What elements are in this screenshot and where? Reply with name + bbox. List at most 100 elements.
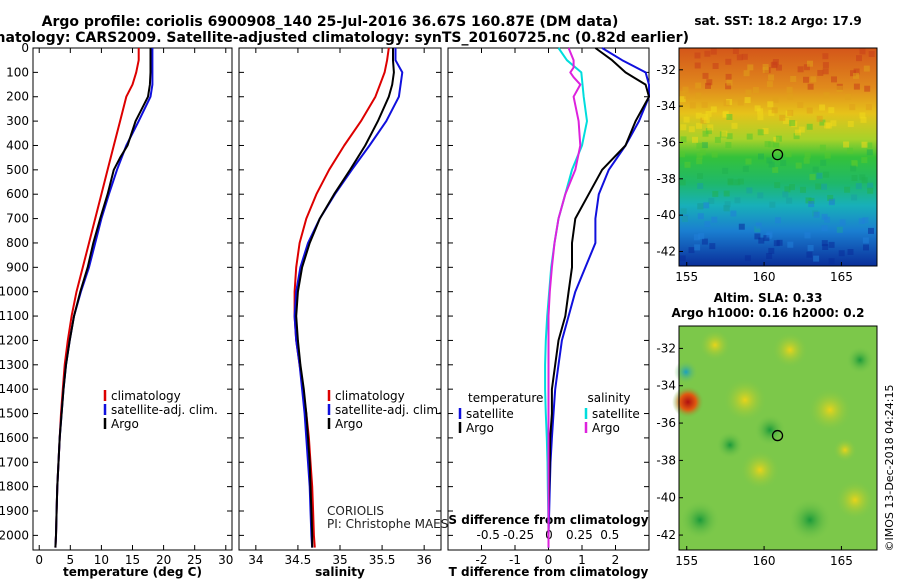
sst-pixel <box>816 172 823 179</box>
sst-pixel <box>785 151 792 158</box>
x-tick-label: 5 <box>66 553 74 567</box>
sst-pixel <box>755 222 762 229</box>
sst-pixel <box>726 114 733 120</box>
lon-tick-label: 165 <box>830 554 853 568</box>
sst-pixel <box>705 82 711 89</box>
sst-pixel <box>809 174 816 181</box>
sst-pixel <box>710 48 717 55</box>
sst-pixel <box>697 203 704 210</box>
lat-tick-label: -36 <box>656 135 676 149</box>
sst-pixel <box>807 83 814 90</box>
sst-pixel <box>696 122 702 129</box>
sst-pixel <box>819 119 826 126</box>
sst-pixel <box>847 249 854 255</box>
sst-pixel <box>695 82 702 89</box>
sst-pixel <box>768 74 775 81</box>
sst-pixel <box>681 215 688 222</box>
depth-tick-label: 500 <box>6 163 29 177</box>
sst-pixel <box>844 186 851 193</box>
x-tick-label: 35.5 <box>369 553 396 567</box>
sst-pixel <box>724 201 731 208</box>
sst-pixel <box>766 253 773 259</box>
legend-label: Argo <box>466 421 494 435</box>
sla-anomaly <box>674 360 698 384</box>
sst-pixel <box>863 65 870 72</box>
difference-salinity-satellite-line <box>544 47 588 548</box>
sst-pixel <box>737 178 744 185</box>
sst-pixel <box>813 255 820 262</box>
sst-pixel <box>763 235 770 242</box>
sst-pixel <box>725 83 732 90</box>
depth-tick-label: 1300 <box>0 358 29 372</box>
sst-pixel <box>836 226 843 233</box>
sst-pixel <box>704 221 711 228</box>
temperature-satellite-adj-clim-line <box>54 48 154 548</box>
lon-tick-label: 155 <box>675 270 698 284</box>
sst-pixel <box>734 179 741 186</box>
sla-anomaly <box>788 498 832 542</box>
depth-tick-label: 300 <box>6 114 29 128</box>
sst-pixel <box>817 69 824 76</box>
sst-pixel <box>768 161 775 168</box>
sst-pixel <box>866 149 873 156</box>
temperature-climatology-line <box>54 48 140 548</box>
sst-pixel <box>861 157 868 164</box>
sst-pixel <box>703 202 710 209</box>
sst-pixel <box>726 133 733 140</box>
sst-pixel <box>774 182 781 189</box>
sst-pixel <box>824 216 831 223</box>
sst-pixel <box>679 151 685 158</box>
sst-pixel <box>721 130 728 137</box>
sst-pixel <box>697 213 704 220</box>
sst-pixel <box>779 114 786 121</box>
sst-pixel <box>722 111 729 118</box>
sst-pixel <box>851 175 858 181</box>
lat-tick-label: -32 <box>656 63 676 77</box>
sst-pixel <box>787 93 794 100</box>
sst-pixel <box>821 225 828 232</box>
sst-pixel <box>772 166 779 173</box>
sst-pixel <box>738 223 745 230</box>
sst-pixel <box>701 113 708 120</box>
sst-pixel <box>744 97 751 104</box>
sst-pixel <box>723 100 730 107</box>
temperature-argo-line <box>54 48 152 548</box>
x-tick-label: 2 <box>612 553 620 567</box>
sst-pixel <box>694 244 701 251</box>
sst-pixel <box>741 53 748 60</box>
sst-pixel <box>806 107 813 114</box>
sst-pixel <box>743 70 750 77</box>
sst-pixel <box>725 58 732 65</box>
difference-panel: -2 -1 0 1 2T difference from climatology -0.5… <box>447 47 650 579</box>
lat-tick-label: -40 <box>656 491 676 505</box>
sst-pixel <box>727 179 734 186</box>
sst-pixel <box>787 241 794 248</box>
credit-text: ©IMOS 13-Dec-2018 04:24:15 <box>883 385 896 552</box>
sla-anomalies <box>672 329 875 542</box>
sst-pixel <box>725 142 732 148</box>
sst-map <box>678 47 878 267</box>
sst-pixel <box>867 187 874 194</box>
sst-pixel <box>689 102 696 109</box>
legend-label: satellite-adj. clim. <box>335 403 442 417</box>
sst-pixel <box>823 92 830 99</box>
sst-pixel <box>789 120 796 127</box>
x-tick-label: 35 <box>332 553 347 567</box>
s-diff-tick-label: -0.25 <box>503 528 534 542</box>
sst-pixel <box>699 149 706 156</box>
sst-pixel <box>725 73 732 80</box>
sst-pixel <box>821 183 827 190</box>
salinity-climatology-line <box>293 47 390 548</box>
sst-pixel <box>712 190 719 197</box>
sst-pixel <box>768 141 775 148</box>
depth-tick-label: 1800 <box>0 480 29 494</box>
lat-tick-label: -38 <box>656 172 676 186</box>
sst-pixel <box>704 50 711 57</box>
sst-pixel <box>803 157 810 164</box>
sla-anomaly <box>835 480 875 520</box>
difference-salinity-argo-line <box>547 47 582 548</box>
sst-pixel <box>807 245 814 251</box>
sst-pixel <box>697 183 704 189</box>
sst-pixel <box>828 199 835 206</box>
sst-pixel <box>701 238 708 245</box>
